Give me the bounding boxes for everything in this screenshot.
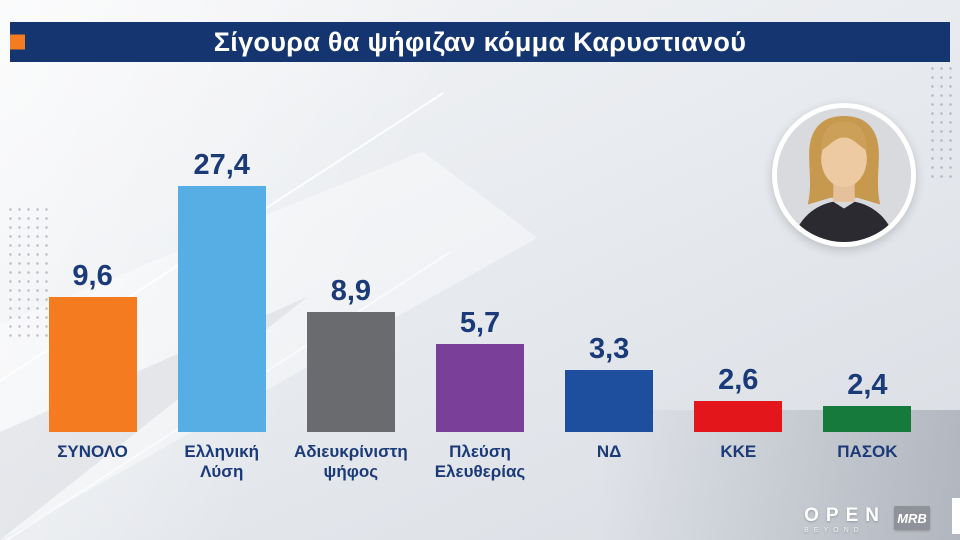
bar-pasok bbox=[823, 406, 912, 432]
bar-column-pasok: 2,4 ΠΑΣΟΚ bbox=[803, 369, 932, 461]
bar-column-adieukrinisti: 8,9 Αδιευκρίνιστη ψήφος bbox=[286, 275, 415, 481]
bar-label: ΚΚΕ bbox=[720, 442, 757, 461]
mrb-logo: MRB bbox=[894, 506, 930, 530]
bar-column-pleusi-eleutherias: 5,7 Πλεύση Ελευθερίας bbox=[415, 307, 544, 481]
corner-mark bbox=[952, 498, 960, 534]
bar-column-elliniki-lysi: 27,4 Ελληνική Λύση bbox=[157, 149, 286, 481]
bar-value: 9,6 bbox=[72, 260, 113, 292]
bar-label: Αδιευκρίνιστη ψήφος bbox=[293, 442, 408, 481]
bar-value: 5,7 bbox=[459, 307, 501, 339]
open-logo-text: OPEN bbox=[804, 505, 886, 526]
bar-label: Πλεύση Ελευθερίας bbox=[434, 442, 526, 481]
person-portrait-icon bbox=[777, 108, 911, 242]
dot-pattern-right bbox=[928, 64, 958, 184]
bar-adieukrinisti bbox=[306, 312, 395, 432]
bar-nd bbox=[565, 370, 654, 432]
bar-elliniki-lysi bbox=[177, 186, 266, 432]
bar-label: ΠΑΣΟΚ bbox=[837, 442, 898, 461]
bar-value: 3,3 bbox=[588, 333, 630, 365]
bar-value: 2,4 bbox=[847, 369, 888, 401]
bar-pleusi-eleutherias bbox=[435, 344, 524, 432]
open-logo-tagline: BEYOND bbox=[804, 527, 864, 534]
bar-label: ΝΔ bbox=[596, 442, 622, 461]
bar-column-nd: 3,3 ΝΔ bbox=[545, 333, 674, 461]
bar-value: 8,9 bbox=[330, 275, 372, 307]
bar-chart: 9,6 ΣΥΝΟΛΟ 27,4 Ελληνική Λύση 8,9 Αδιευκ… bbox=[28, 132, 932, 481]
bar-synolo bbox=[48, 297, 137, 432]
bar-column-kke: 2,6 ΚΚΕ bbox=[674, 364, 803, 461]
header-accent-square bbox=[10, 34, 25, 50]
bar-value: 2,6 bbox=[718, 364, 759, 396]
bar-label: Ελληνική Λύση bbox=[184, 442, 260, 481]
page-title: Σίγουρα θα ψήφιζαν κόμμα Καρυστιανού bbox=[213, 26, 747, 57]
bar-value: 27,4 bbox=[193, 149, 250, 181]
bar-column-synolo: 9,6 ΣΥΝΟΛΟ bbox=[28, 260, 157, 461]
bar-label: ΣΥΝΟΛΟ bbox=[57, 442, 128, 461]
karystianou-photo bbox=[772, 103, 916, 247]
open-channel-logo: OPEN BEYOND bbox=[804, 506, 886, 534]
title-bar: Σίγουρα θα ψήφιζαν κόμμα Καρυστιανού bbox=[10, 22, 950, 62]
bar-kke bbox=[694, 401, 783, 432]
